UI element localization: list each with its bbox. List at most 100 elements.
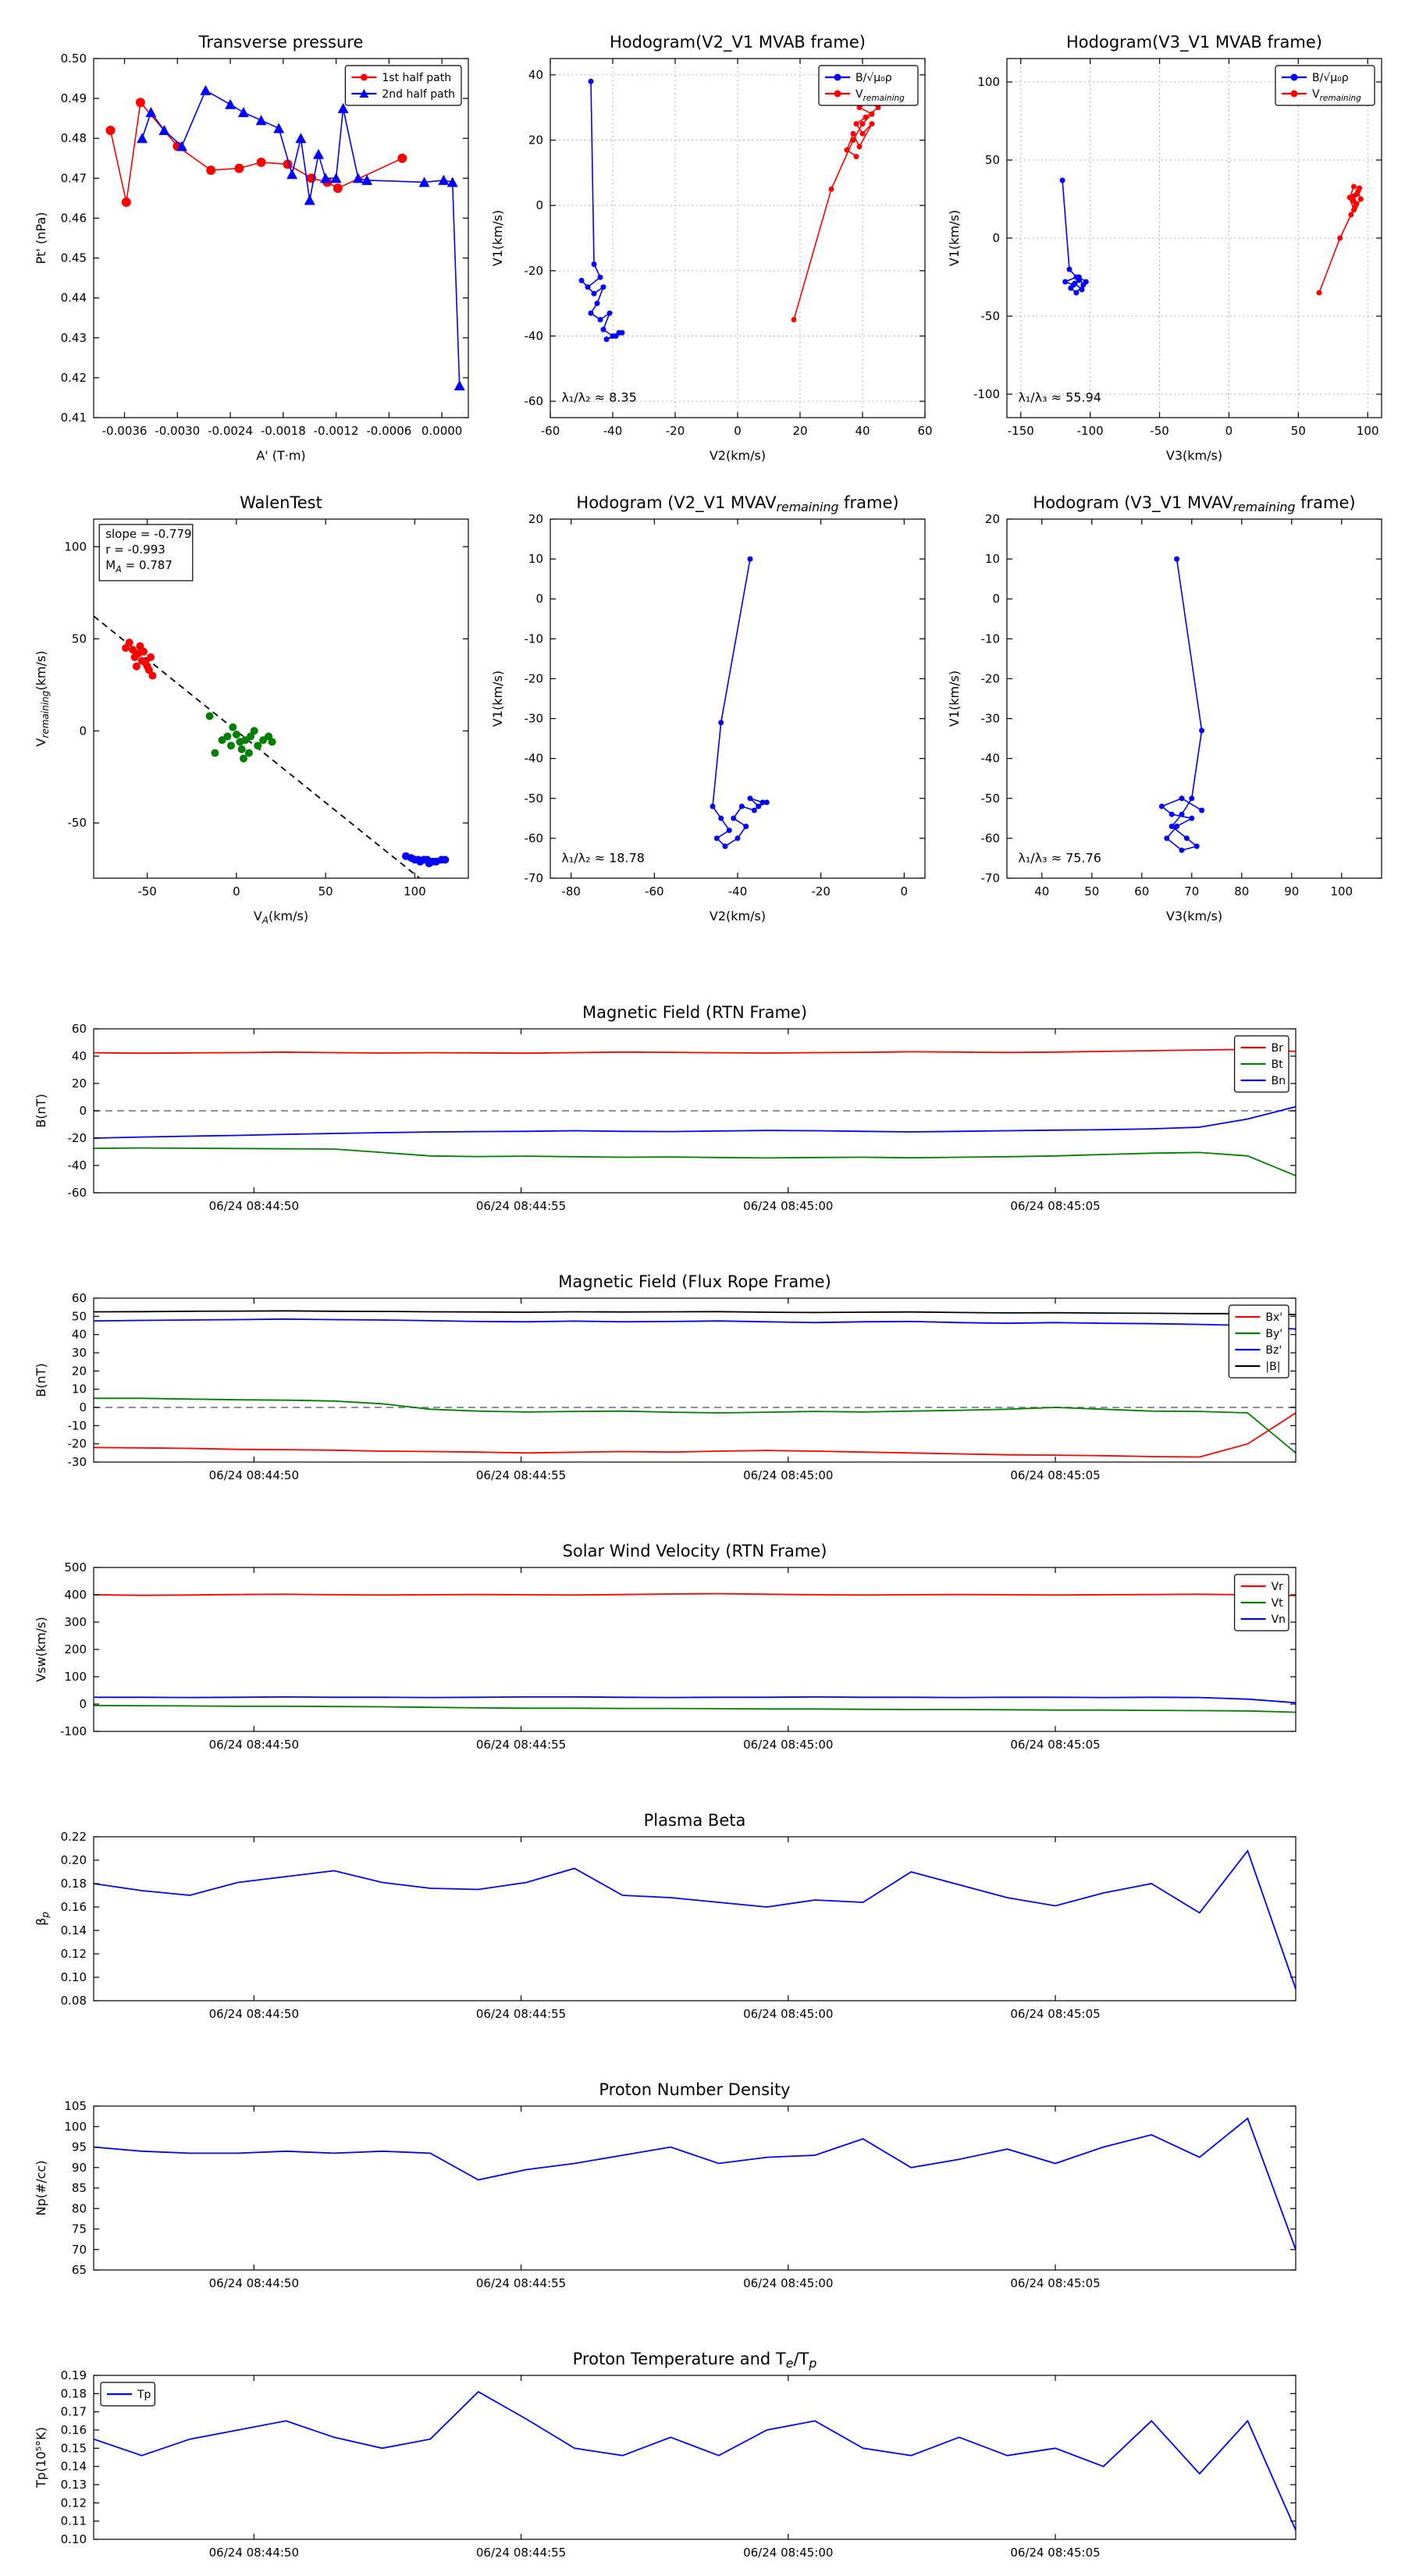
x-tick-label: -50 [1150, 424, 1169, 438]
y-tick-label: 0.11 [61, 2514, 87, 2528]
legend-marker [360, 73, 368, 81]
y-tick-label: -20 [68, 1437, 87, 1451]
x-tick-label: 06/24 08:45:00 [743, 2007, 833, 2021]
x-tick-label: 100 [1330, 884, 1353, 898]
y-tick-label: 60 [72, 1291, 87, 1305]
panel-title: Magnetic Field (RTN Frame) [582, 1003, 807, 1022]
axes-frame [93, 2105, 1297, 2271]
x-tick-label: -0.0036 [102, 424, 148, 438]
x-tick-label: 50 [318, 884, 333, 898]
y-tick-label: 0 [79, 1400, 87, 1414]
y-tick-label: 60 [72, 1022, 87, 1036]
y-tick-label: 105 [64, 2099, 87, 2113]
y-tick-label: -60 [68, 1186, 87, 1200]
y-tick-label: 0.19 [61, 2368, 87, 2382]
y-tick-label: 0.17 [61, 2405, 87, 2419]
legend-marker [1290, 90, 1298, 98]
legend-label: 2nd half path [382, 88, 455, 101]
y-tick-label: 0.50 [61, 52, 87, 66]
x-tick-label: 100 [1357, 424, 1379, 438]
y-tick-label: -50 [981, 309, 1001, 323]
y-tick-label: 0.10 [61, 2532, 87, 2546]
x-axis-label: V3(km/s) [1166, 448, 1222, 463]
stats-line: MA = 0.787 [105, 558, 173, 575]
y-tick-label: 0 [79, 1104, 87, 1118]
x-tick-label: 06/24 08:44:50 [209, 2007, 299, 2021]
x-tick-label: 06/24 08:44:55 [476, 1199, 566, 1213]
y-tick-label: 0.14 [61, 2460, 87, 2474]
panel-title: Plasma Beta [644, 1811, 746, 1830]
y-tick-label: 20 [72, 1076, 87, 1091]
y-tick-label: 50 [72, 1309, 87, 1323]
x-tick-label: 06/24 08:45:00 [743, 1468, 833, 1482]
panel-title: Hodogram (V2_V1 MVAVremaining frame) [576, 493, 898, 514]
x-tick-label: 40 [1034, 884, 1049, 898]
x-tick-label: 06/24 08:44:55 [476, 2007, 566, 2021]
y-tick-label: 100 [64, 1670, 87, 1684]
x-tick-label: 0 [1225, 424, 1233, 438]
x-tick-label: 0.0000 [422, 424, 463, 438]
axes-frame [1006, 518, 1382, 879]
x-tick-label: 06/24 08:44:55 [476, 2546, 566, 2560]
legend-label: Br [1272, 1042, 1284, 1055]
axes-frame [93, 58, 469, 418]
x-tick-label: 0 [233, 884, 240, 898]
x-tick-label: -0.0024 [208, 424, 253, 438]
axes-frame [93, 518, 469, 879]
x-tick-label: -50 [137, 884, 157, 898]
y-tick-label: 10 [72, 1382, 87, 1397]
x-tick-label: 80 [1234, 884, 1249, 898]
panel-title: Proton Number Density [599, 2080, 790, 2099]
panel-magnetic-field-flux-rope: 06/24 08:44:50 06/24 08:44:55 06/24 08:45:… [34, 1272, 1297, 1482]
series-By-prime [94, 1397, 1296, 1453]
y-tick-label: -40 [981, 752, 1001, 766]
x-axis-label: VA(km/s) [254, 909, 308, 926]
panel-walen-test: -50 0 50 100 -50 0 50 100 WalenTest VA(km/s) Vrema… [34, 493, 469, 926]
x-tick-label: 20 [792, 424, 807, 438]
series-beta-p [94, 1849, 1296, 1990]
legend-marker [1290, 73, 1298, 81]
y-tick-label: 0.22 [61, 1830, 87, 1844]
y-tick-label: 0.18 [61, 1877, 87, 1891]
x-tick-label: 0 [901, 884, 909, 898]
y-tick-label: 50 [985, 153, 1000, 167]
y-tick-label: 0.44 [61, 291, 87, 305]
y-tick-label: 0 [992, 231, 1000, 245]
y-tick-label: -10 [981, 632, 1001, 646]
axes-frame [93, 2375, 1297, 2540]
panel-proton-number-density: 06/24 08:44:50 06/24 08:44:55 06/24 08:45:… [34, 2080, 1297, 2290]
x-tick-label: 06/24 08:45:05 [1010, 2007, 1100, 2021]
y-tick-label: -60 [525, 831, 544, 845]
x-tick-label: 06/24 08:45:05 [1010, 1738, 1100, 1752]
y-tick-label: -60 [525, 394, 544, 408]
x-tick-label: 90 [1284, 884, 1299, 898]
x-tick-label: 60 [1134, 884, 1149, 898]
x-tick-label: -0.0006 [366, 424, 411, 438]
legend [1228, 1304, 1289, 1379]
y-tick-label: -100 [973, 387, 1000, 401]
y-tick-label: 40 [72, 1328, 87, 1342]
panel-title: Hodogram(V2_V1 MVAB frame) [610, 33, 866, 52]
legend-label: 1st half path [382, 72, 451, 84]
y-axis-label: V1(km/s) [490, 210, 505, 266]
panel-plasma-beta: 06/24 08:44:50 06/24 08:44:55 06/24 08:45:… [34, 1811, 1297, 2021]
legend-label: Tp [137, 2389, 151, 2401]
x-tick-label: 50 [1291, 424, 1306, 438]
y-tick-label: 500 [64, 1560, 87, 1574]
panel-hodogram-v2v1-mvab: -60 -40 -20 0 20 40 60 -60 -40 -20 0 20 40 Hodogram(V… [490, 33, 933, 463]
y-tick-label: 0.42 [61, 371, 87, 385]
x-tick-label: 06/24 08:44:50 [209, 2546, 299, 2560]
x-tick-label: 50 [1084, 884, 1099, 898]
x-tick-label: 06/24 08:44:55 [476, 2276, 566, 2290]
series-v-remaining [791, 98, 881, 322]
legend-label: Bt [1272, 1059, 1284, 1071]
legend-label: Vn [1272, 1614, 1286, 1626]
y-tick-label: 0.15 [61, 2441, 87, 2455]
legend-label: B/√μ₀ρ [1312, 72, 1349, 84]
y-tick-label: 20 [985, 512, 1000, 526]
legend-marker [359, 89, 369, 98]
y-tick-label: 85 [72, 2181, 87, 2195]
series-v-path [710, 556, 770, 849]
series-Bz-prime [94, 1318, 1296, 1330]
